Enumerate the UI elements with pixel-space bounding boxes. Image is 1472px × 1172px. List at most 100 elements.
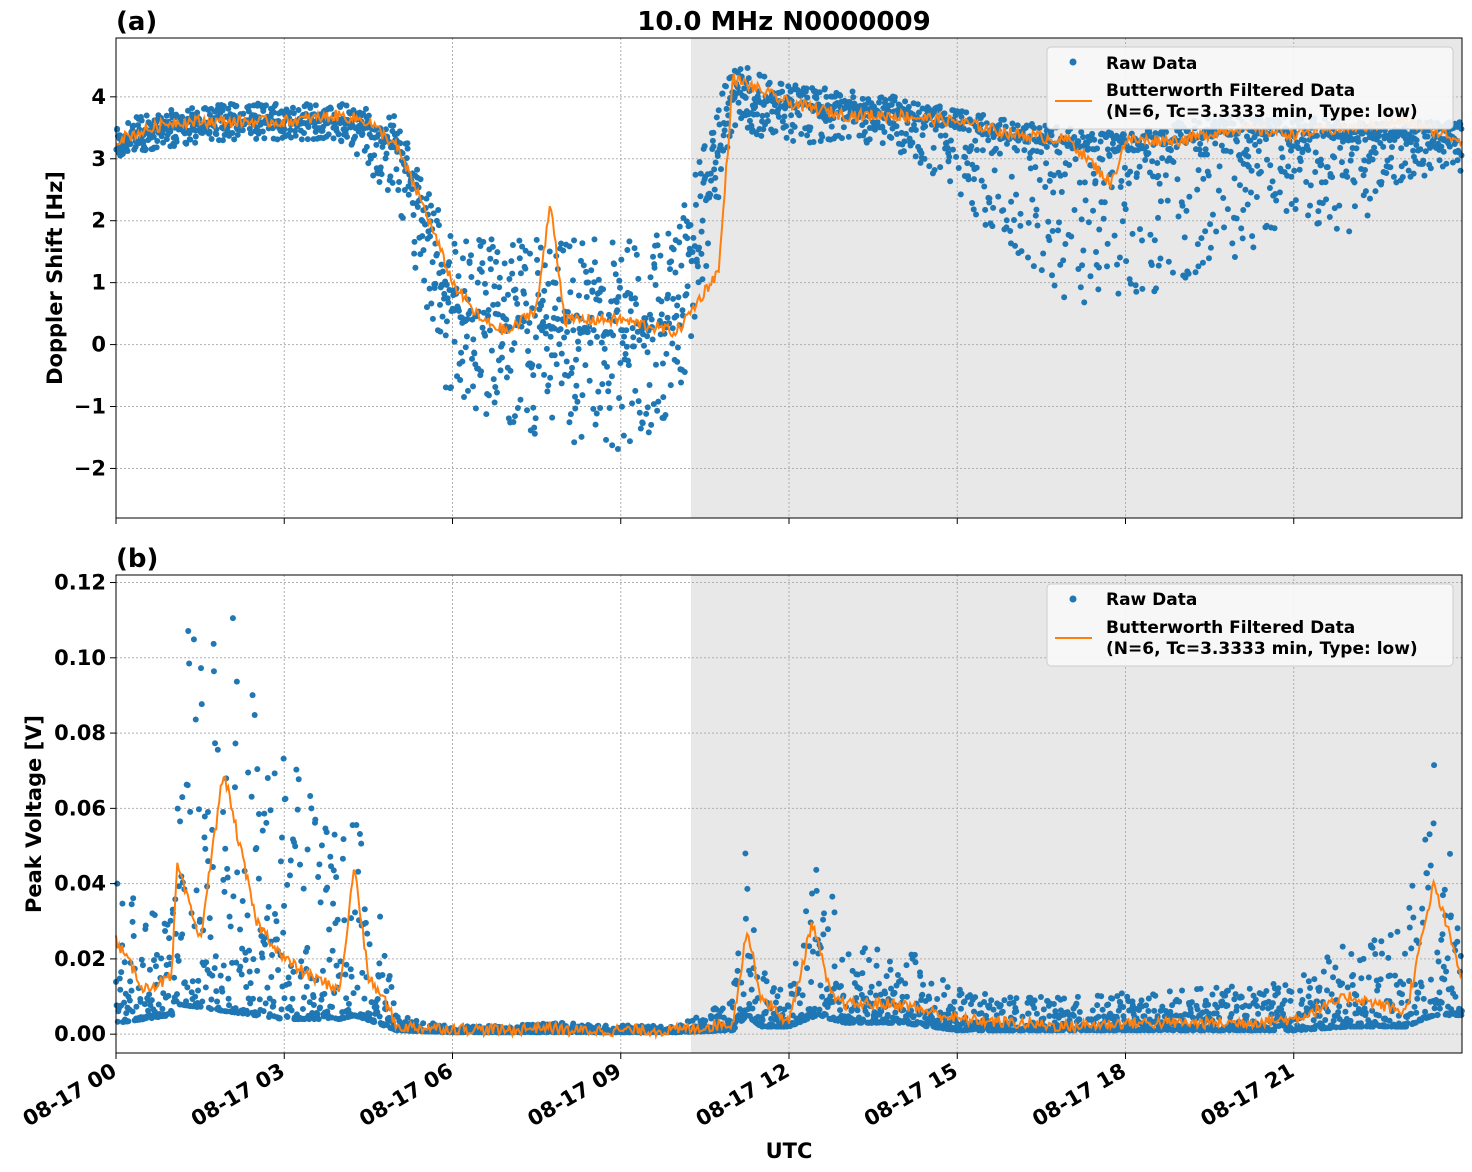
raw-data-point bbox=[688, 333, 695, 340]
raw-data-point bbox=[1076, 179, 1083, 186]
raw-data-point bbox=[329, 947, 336, 954]
raw-data-point bbox=[310, 1002, 317, 1009]
raw-data-point bbox=[464, 316, 471, 323]
raw-data-point bbox=[538, 302, 545, 309]
raw-data-point bbox=[859, 970, 866, 977]
raw-data-point bbox=[227, 923, 234, 930]
raw-data-point bbox=[206, 111, 213, 118]
raw-data-point bbox=[759, 112, 766, 119]
raw-data-point bbox=[1032, 164, 1039, 171]
raw-data-point bbox=[1281, 997, 1288, 1004]
raw-data-point bbox=[1013, 995, 1020, 1002]
y-tick-label: 0 bbox=[91, 333, 106, 357]
raw-data-point bbox=[813, 866, 820, 873]
raw-data-point bbox=[472, 405, 479, 412]
raw-data-point bbox=[195, 987, 202, 994]
raw-data-point bbox=[636, 409, 643, 416]
raw-data-point bbox=[1145, 1008, 1152, 1015]
raw-data-point bbox=[944, 984, 951, 991]
raw-data-point bbox=[969, 199, 976, 206]
raw-data-point bbox=[1029, 196, 1036, 203]
raw-data-point bbox=[1194, 186, 1201, 193]
raw-data-point bbox=[639, 420, 646, 427]
raw-data-point bbox=[509, 242, 516, 249]
raw-data-point bbox=[469, 355, 476, 362]
raw-data-point bbox=[892, 1009, 899, 1016]
raw-data-point bbox=[429, 259, 436, 266]
raw-data-point bbox=[551, 352, 558, 359]
raw-data-point bbox=[152, 963, 159, 970]
raw-data-point bbox=[383, 150, 390, 157]
raw-data-point bbox=[1146, 129, 1153, 136]
raw-data-point bbox=[519, 243, 526, 250]
raw-data-point bbox=[964, 160, 971, 167]
raw-data-point bbox=[395, 187, 402, 194]
raw-data-point bbox=[1096, 226, 1103, 233]
raw-data-point bbox=[633, 301, 640, 308]
raw-data-point bbox=[669, 325, 676, 332]
raw-data-point bbox=[363, 143, 370, 150]
raw-data-point bbox=[333, 874, 340, 881]
raw-data-point bbox=[644, 333, 651, 340]
raw-data-point bbox=[353, 821, 360, 828]
raw-data-point bbox=[684, 235, 691, 242]
raw-data-point bbox=[1157, 255, 1164, 262]
raw-data-point bbox=[558, 350, 565, 357]
raw-data-point bbox=[633, 251, 640, 258]
raw-data-point bbox=[118, 969, 125, 976]
raw-data-point bbox=[517, 396, 524, 403]
panel-a-x-ticks bbox=[115, 518, 1295, 524]
raw-data-point bbox=[167, 917, 174, 924]
raw-data-point bbox=[1305, 978, 1312, 985]
raw-data-point bbox=[772, 128, 779, 135]
raw-data-point bbox=[524, 328, 531, 335]
raw-data-point bbox=[732, 122, 739, 129]
raw-data-point bbox=[1116, 144, 1123, 151]
raw-data-point bbox=[121, 999, 128, 1006]
raw-data-point bbox=[273, 936, 280, 943]
raw-data-point bbox=[1292, 206, 1299, 213]
raw-data-point bbox=[1082, 197, 1089, 204]
raw-data-point bbox=[579, 392, 586, 399]
raw-data-point bbox=[379, 971, 386, 978]
raw-data-point bbox=[787, 128, 794, 135]
raw-data-point bbox=[1355, 138, 1362, 145]
raw-data-point bbox=[213, 988, 220, 995]
raw-data-point bbox=[1380, 143, 1387, 150]
raw-data-point bbox=[250, 956, 257, 963]
raw-data-point bbox=[648, 421, 655, 428]
raw-data-point bbox=[146, 991, 153, 998]
raw-data-point bbox=[247, 980, 254, 987]
raw-data-point bbox=[1038, 149, 1045, 156]
raw-data-point bbox=[651, 264, 658, 271]
raw-data-point bbox=[165, 992, 172, 999]
raw-data-point bbox=[382, 155, 389, 162]
raw-data-point bbox=[439, 268, 446, 275]
raw-data-point bbox=[1205, 255, 1212, 262]
raw-data-point bbox=[1098, 993, 1105, 1000]
raw-data-point bbox=[181, 979, 188, 986]
raw-data-point bbox=[578, 433, 585, 440]
raw-data-point bbox=[605, 311, 612, 318]
raw-data-point bbox=[531, 424, 538, 431]
raw-data-point bbox=[919, 132, 926, 139]
raw-data-point bbox=[561, 334, 568, 341]
raw-data-point bbox=[1299, 146, 1306, 153]
raw-data-point bbox=[1283, 208, 1290, 215]
raw-data-point bbox=[480, 238, 487, 245]
raw-data-point bbox=[883, 973, 890, 980]
raw-data-point bbox=[276, 1015, 283, 1022]
raw-data-point bbox=[377, 164, 384, 171]
raw-data-point bbox=[1218, 142, 1225, 149]
raw-data-point bbox=[1247, 189, 1254, 196]
raw-data-point bbox=[1297, 987, 1304, 994]
raw-data-point bbox=[1170, 158, 1177, 165]
raw-data-point bbox=[275, 967, 282, 974]
raw-data-point bbox=[221, 888, 228, 895]
raw-data-point bbox=[139, 962, 146, 969]
raw-data-point bbox=[1045, 218, 1052, 225]
raw-data-point bbox=[1143, 143, 1150, 150]
raw-data-point bbox=[1092, 178, 1099, 185]
raw-data-point bbox=[327, 105, 334, 112]
